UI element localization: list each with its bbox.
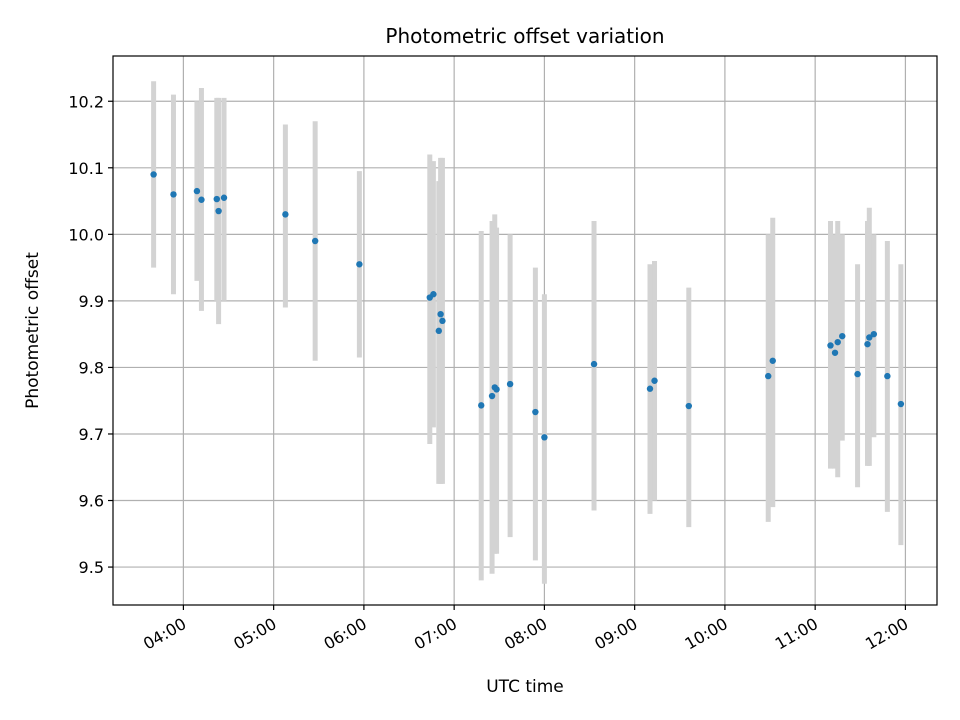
data-point <box>864 340 871 348</box>
data-point <box>685 402 693 410</box>
data-point <box>356 261 363 268</box>
data-point <box>651 377 658 384</box>
y-tick-label: 10.2 <box>68 92 104 111</box>
y-axis-label: Photometric offset <box>23 252 43 409</box>
data-point <box>198 196 205 203</box>
data-point <box>478 402 485 409</box>
y-tick-label: 9.7 <box>79 425 104 444</box>
grid <box>113 56 937 605</box>
data-point <box>831 349 839 356</box>
data-point <box>170 191 177 198</box>
y-tick-label: 9.8 <box>79 358 104 377</box>
chart-title: Photometric offset variation <box>385 24 664 48</box>
data-point <box>866 334 873 341</box>
data-point <box>854 370 861 378</box>
data-point <box>150 171 157 178</box>
y-tick-label: 10.0 <box>68 225 104 244</box>
data-point <box>897 400 905 408</box>
data-point <box>213 195 220 203</box>
y-axis-ticks: 9.5 9.6 9.7 9.8 9.9 10.0 10.1 10.2 <box>68 92 113 577</box>
data-point <box>193 187 201 195</box>
data-point <box>439 317 446 325</box>
data-point <box>493 386 500 393</box>
data-point <box>870 330 878 338</box>
data-point <box>769 357 776 364</box>
data-point <box>590 360 598 368</box>
data-point <box>282 211 289 218</box>
data-point <box>541 434 548 441</box>
y-tick-label: 9.6 <box>79 492 104 511</box>
y-tick-label: 10.1 <box>68 159 104 178</box>
data-point <box>430 291 437 298</box>
data-points <box>150 171 905 441</box>
data-point <box>215 207 222 215</box>
data-point <box>839 332 846 340</box>
data-point <box>827 342 834 349</box>
data-point <box>532 408 539 416</box>
data-point <box>884 372 891 380</box>
data-point <box>765 372 772 380</box>
data-point <box>646 385 654 392</box>
plot-area-frame <box>112 55 938 606</box>
data-point <box>435 327 443 335</box>
data-point <box>488 392 496 400</box>
y-tick-label: 9.9 <box>79 292 104 311</box>
data-point <box>437 310 444 318</box>
data-point <box>834 338 841 346</box>
data-point <box>506 380 514 388</box>
y-tick-label: 9.5 <box>79 558 104 577</box>
x-axis-label: UTC time <box>486 677 564 697</box>
data-point <box>220 194 228 201</box>
data-point <box>311 237 319 245</box>
